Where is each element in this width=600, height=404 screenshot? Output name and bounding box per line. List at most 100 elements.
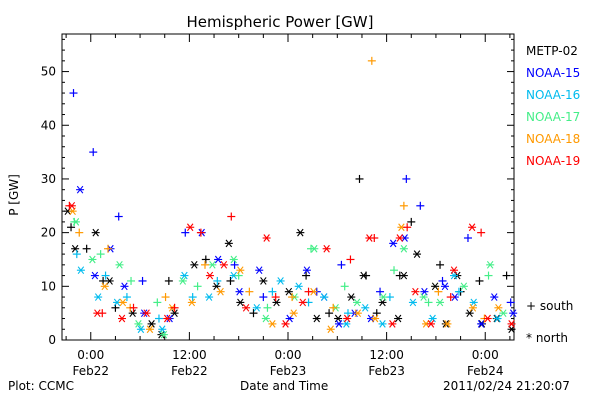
north-point	[378, 320, 387, 328]
north-point	[142, 309, 151, 318]
x-tick-time-label: 0:00	[472, 348, 499, 362]
legend-entry: NOAA-16	[526, 88, 581, 102]
north-point	[219, 260, 228, 269]
north-point	[507, 320, 516, 328]
south-point	[127, 276, 136, 285]
north-point	[117, 314, 126, 323]
north-point	[490, 293, 499, 301]
north-point	[483, 314, 492, 323]
north-point	[178, 277, 187, 285]
south-point	[201, 255, 210, 264]
south-point	[161, 293, 170, 302]
south-point	[263, 303, 272, 312]
legend-entry: NOAA-17	[526, 110, 581, 124]
south-point	[129, 303, 138, 312]
north-point	[268, 320, 277, 328]
north-point	[361, 303, 370, 312]
south-point	[424, 298, 433, 307]
y-tick-label: 20	[41, 226, 56, 240]
north-point	[187, 298, 196, 307]
north-point	[272, 298, 281, 307]
north-point	[399, 244, 408, 253]
south-point	[484, 271, 493, 280]
north-point	[255, 266, 264, 275]
x-tick-date-label: Feb23	[368, 364, 405, 378]
north-point	[115, 260, 124, 269]
north-point	[242, 303, 251, 312]
south-point	[325, 309, 334, 318]
north-point	[158, 325, 167, 334]
north-point	[419, 293, 428, 301]
south-point	[416, 201, 425, 210]
south-point	[249, 309, 258, 318]
north-point	[413, 250, 422, 258]
legend-entry: NOAA-19	[526, 154, 581, 168]
north-point	[450, 266, 459, 275]
north-point	[190, 260, 199, 269]
footer-source: Plot: CCMC	[8, 379, 74, 393]
south-point	[193, 282, 202, 291]
south-point	[154, 314, 163, 323]
y-tick-label: 30	[41, 172, 56, 186]
south-point	[268, 287, 277, 296]
north-point	[320, 293, 329, 301]
north-point	[159, 330, 168, 339]
north-point	[145, 325, 154, 334]
north-point	[214, 255, 223, 264]
south-point	[69, 89, 78, 98]
north-point	[88, 255, 97, 264]
legend: METP-02 NOAA-15 NOAA-16 NOAA-17 NOAA-18 NOAA-…	[526, 40, 580, 172]
south-point	[502, 271, 511, 280]
north-point	[205, 293, 214, 301]
south-point	[213, 276, 222, 285]
north-point	[312, 314, 321, 323]
south-point	[114, 212, 123, 221]
marker-legend-south: + south	[526, 299, 574, 313]
north-point	[310, 244, 319, 253]
north-point	[359, 271, 368, 280]
south-point	[101, 271, 110, 280]
south-point	[104, 244, 113, 253]
x-tick-date-label: Feb22	[171, 364, 208, 378]
north-point	[186, 223, 195, 232]
south-point	[337, 260, 346, 269]
south-point	[153, 298, 162, 307]
south-point	[329, 303, 338, 312]
north-point	[134, 320, 143, 328]
x-tick-date-label: Feb22	[73, 364, 110, 378]
south-point	[230, 260, 239, 269]
south-point	[72, 250, 81, 259]
north-point	[353, 309, 362, 318]
south-point	[67, 223, 76, 232]
south-point	[304, 287, 313, 296]
south-point	[89, 148, 98, 157]
north-point	[371, 314, 380, 323]
north-point	[494, 303, 503, 312]
north-point	[281, 320, 290, 328]
north-point	[399, 271, 408, 280]
north-point	[259, 277, 268, 285]
south-point	[367, 56, 376, 65]
x-tick-date-label: Feb23	[270, 364, 307, 378]
y-tick-label: 50	[41, 65, 56, 79]
north-point	[408, 298, 417, 307]
north-point	[94, 293, 103, 301]
north-point	[216, 287, 225, 296]
north-point	[118, 298, 127, 307]
north-point	[180, 271, 189, 280]
south-point	[138, 276, 147, 285]
north-point	[236, 266, 245, 275]
south-point	[181, 228, 190, 237]
north-point	[477, 320, 486, 328]
south-point	[196, 228, 205, 237]
south-point	[340, 282, 349, 291]
north-point	[343, 314, 352, 323]
south-point	[75, 228, 84, 237]
south-point	[436, 260, 445, 269]
north-point	[93, 309, 102, 318]
north-point	[347, 293, 356, 301]
north-point	[284, 287, 293, 296]
north-point	[411, 287, 420, 296]
north-point	[428, 314, 437, 323]
plot-frame	[61, 33, 515, 341]
